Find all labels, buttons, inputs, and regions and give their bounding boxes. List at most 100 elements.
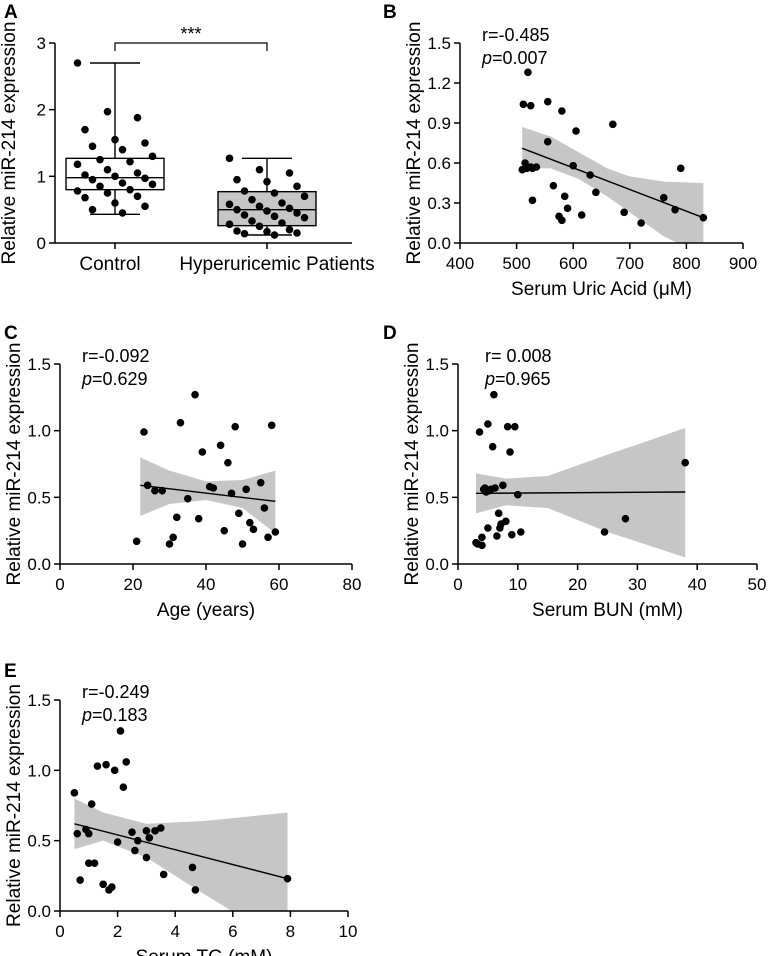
data-point <box>225 220 234 229</box>
confidence-band <box>140 457 276 534</box>
p-number: =0.629 <box>92 369 148 389</box>
data-point <box>248 217 256 225</box>
p-number: =0.965 <box>495 369 551 389</box>
data-point <box>508 530 516 539</box>
y-tick-label: 1.5 <box>427 34 451 53</box>
x-tick-label: 0 <box>453 575 462 594</box>
data-point <box>110 766 119 775</box>
data-point <box>264 533 272 542</box>
data-point <box>143 481 152 490</box>
p-value: p=0.629 <box>81 369 148 389</box>
significance-stars: *** <box>180 24 201 44</box>
data-point <box>96 155 104 164</box>
data-point <box>558 107 566 115</box>
panel-label: A <box>4 2 18 23</box>
x-tick-label: 10 <box>508 575 527 594</box>
x-tick-label: 20 <box>568 575 587 594</box>
x-tick-label: 10 <box>339 922 358 941</box>
correlation-r: r=-0.092 <box>82 346 150 366</box>
data-point <box>133 836 142 845</box>
x-tick-label: 700 <box>616 254 644 273</box>
data-point <box>577 211 586 219</box>
x-tick-label: 6 <box>228 922 237 941</box>
data-point <box>240 229 249 238</box>
data-point <box>225 200 234 209</box>
data-point <box>255 202 264 211</box>
data-point <box>131 846 139 855</box>
data-point <box>81 193 89 202</box>
data-point <box>224 458 232 467</box>
y-axis-title: Relative miR-214 expression <box>402 343 423 586</box>
data-point <box>118 179 127 187</box>
data-point <box>70 789 79 797</box>
data-point <box>96 182 104 191</box>
x-axis-title: Serum BUN (mM) <box>532 600 683 621</box>
data-point <box>493 532 501 540</box>
regression-line <box>522 147 704 219</box>
y-tick-label: 0.5 <box>425 488 449 507</box>
data-point <box>600 528 609 536</box>
x-tick-label: 80 <box>343 575 362 594</box>
y-axis-title: Relative miR-214 expression <box>0 22 20 265</box>
y-tick-label: 1.2 <box>427 74 451 93</box>
data-point <box>267 421 276 430</box>
data-point <box>111 172 119 181</box>
data-point <box>293 229 301 237</box>
data-point <box>133 192 142 201</box>
data-point <box>248 195 256 204</box>
x-tick-label: 800 <box>672 254 700 273</box>
data-point <box>128 828 136 837</box>
x-tick-label: 40 <box>688 575 707 594</box>
confidence-band <box>74 798 288 911</box>
data-point <box>260 504 269 512</box>
data-point <box>270 212 279 221</box>
data-point <box>263 177 271 186</box>
data-point <box>111 135 119 144</box>
x-tick-label: 0 <box>55 575 64 594</box>
y-tick-label: 0.0 <box>27 555 51 574</box>
data-point <box>233 227 241 235</box>
data-point <box>151 486 159 495</box>
data-point <box>240 187 249 195</box>
data-point <box>283 874 292 883</box>
data-point <box>88 175 97 184</box>
data-point <box>511 422 519 431</box>
x-tick-label: 30 <box>628 575 647 594</box>
p-symbol: p <box>81 705 92 725</box>
data-point <box>188 863 197 872</box>
data-point <box>118 145 127 154</box>
x-tick-label: 500 <box>502 254 530 273</box>
y-tick-label: 1.0 <box>425 422 449 441</box>
data-point <box>141 174 149 183</box>
data-point <box>113 838 122 846</box>
data-point <box>133 169 142 177</box>
data-point <box>526 101 535 110</box>
data-point <box>235 509 243 518</box>
data-point <box>227 489 236 498</box>
data-point <box>140 428 148 436</box>
data-point <box>609 120 617 129</box>
data-point <box>255 222 264 231</box>
data-point <box>491 484 499 492</box>
data-point <box>242 485 250 494</box>
data-point <box>88 205 97 214</box>
data-point <box>293 209 301 217</box>
data-point <box>85 829 93 838</box>
data-point <box>142 827 151 835</box>
y-tick-label: 0.0 <box>427 234 451 253</box>
data-point <box>528 196 537 205</box>
y-axis-title: Relative miR-214 expression <box>4 343 25 586</box>
data-point <box>108 883 116 891</box>
data-point <box>73 829 82 838</box>
data-point <box>586 171 594 179</box>
p-number: =0.183 <box>92 705 148 725</box>
data-point <box>621 514 630 523</box>
data-point <box>111 199 119 207</box>
y-tick-label: 0.5 <box>27 832 51 851</box>
data-point <box>699 213 708 222</box>
data-point <box>73 59 82 67</box>
data-point <box>620 208 628 217</box>
